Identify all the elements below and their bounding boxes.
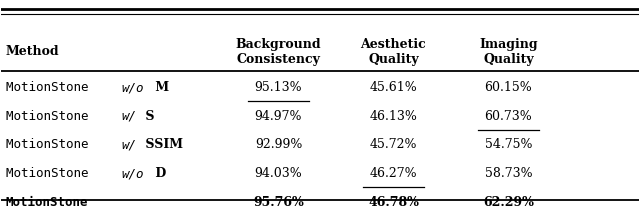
Text: w/: w/ bbox=[122, 138, 137, 151]
Text: 95.13%: 95.13% bbox=[255, 81, 302, 94]
Text: Background
Consistency: Background Consistency bbox=[236, 38, 321, 66]
Text: 92.99%: 92.99% bbox=[255, 138, 302, 151]
Text: 94.97%: 94.97% bbox=[255, 110, 302, 123]
Text: SSIM: SSIM bbox=[141, 138, 183, 151]
Text: w/: w/ bbox=[122, 110, 137, 123]
Text: 60.15%: 60.15% bbox=[484, 81, 532, 94]
Text: S: S bbox=[141, 110, 154, 123]
Text: 94.03%: 94.03% bbox=[255, 167, 302, 180]
Text: Imaging
Quality: Imaging Quality bbox=[479, 38, 538, 66]
Text: w/o: w/o bbox=[122, 167, 144, 180]
Text: 45.61%: 45.61% bbox=[369, 81, 417, 94]
Text: 95.76%: 95.76% bbox=[253, 196, 304, 209]
Text: 62.29%: 62.29% bbox=[483, 196, 534, 209]
Text: 46.13%: 46.13% bbox=[369, 110, 417, 123]
Text: 46.27%: 46.27% bbox=[370, 167, 417, 180]
Text: w/o: w/o bbox=[122, 81, 144, 94]
Text: 58.73%: 58.73% bbox=[484, 167, 532, 180]
Text: M: M bbox=[150, 81, 169, 94]
Text: Method: Method bbox=[6, 45, 60, 58]
Text: MotionStone: MotionStone bbox=[6, 167, 96, 180]
Text: 45.72%: 45.72% bbox=[370, 138, 417, 151]
Text: 60.73%: 60.73% bbox=[484, 110, 532, 123]
Text: 46.78%: 46.78% bbox=[368, 196, 419, 209]
Text: 54.75%: 54.75% bbox=[484, 138, 532, 151]
Text: MotionStone: MotionStone bbox=[6, 138, 96, 151]
Text: MotionStone: MotionStone bbox=[6, 196, 88, 209]
Text: MotionStone: MotionStone bbox=[6, 110, 96, 123]
Text: D: D bbox=[150, 167, 166, 180]
Text: Aesthetic
Quality: Aesthetic Quality bbox=[360, 38, 426, 66]
Text: MotionStone: MotionStone bbox=[6, 81, 96, 94]
